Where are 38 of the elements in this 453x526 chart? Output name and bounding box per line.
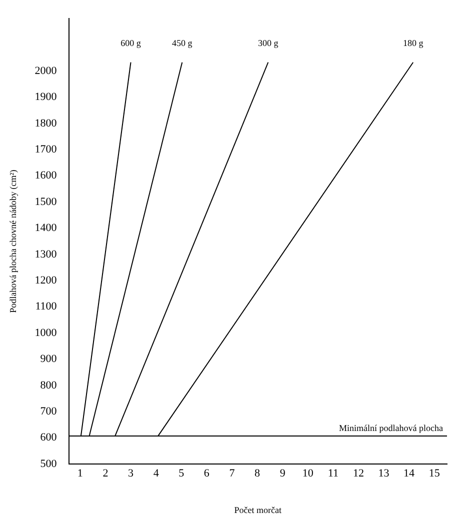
- y-tick-label: 1800: [34, 117, 58, 130]
- y-tick-label: 1600: [34, 170, 58, 182]
- x-tick-label: 7: [229, 467, 236, 480]
- x-tick-label: 15: [428, 467, 440, 480]
- x-tick-label: 11: [328, 467, 338, 480]
- series-label: 450 g: [172, 38, 193, 48]
- y-tick-label: 800: [40, 379, 58, 392]
- x-tick-label: 10: [302, 467, 314, 480]
- y-tick-label: 1000: [34, 326, 58, 339]
- x-tick-label: 13: [378, 467, 390, 480]
- y-tick-label: 600: [40, 432, 58, 444]
- x-tick-label: 6: [204, 467, 210, 480]
- y-tick-label: 1200: [34, 274, 58, 286]
- y-tick-label: 1300: [34, 248, 58, 260]
- x-tick-label: 1: [77, 467, 83, 480]
- y-tick-label: 1700: [34, 143, 58, 156]
- x-tick-label: 14: [404, 467, 416, 480]
- y-tick-label: 700: [40, 405, 58, 418]
- x-tick-label: 8: [254, 467, 261, 480]
- x-tick-label: 2: [102, 467, 108, 480]
- x-axis-title: Počet morčat: [234, 504, 282, 515]
- x-tick-label: 3: [128, 467, 134, 480]
- y-tick-label: 2000: [34, 64, 58, 77]
- y-axis-title: Podlahová plocha chovné nádoby (cm²): [8, 170, 18, 313]
- y-tick-label: 1900: [34, 91, 58, 104]
- series-label: 300 g: [258, 38, 279, 48]
- x-tick-label: 12: [352, 467, 364, 480]
- series-label: 600 g: [120, 38, 142, 48]
- y-tick-label: 500: [40, 458, 58, 470]
- x-tick-label: 4: [153, 467, 160, 480]
- x-tick-label: 5: [178, 467, 185, 480]
- series-label: 180 g: [402, 38, 424, 48]
- y-tick-label: 1100: [35, 300, 58, 313]
- x-tick-label: 9: [280, 467, 286, 480]
- y-tick-label: 900: [40, 353, 58, 366]
- y-tick-label: 1500: [34, 196, 58, 208]
- ref-line-label: Minimální podlahová plocha: [339, 422, 443, 433]
- y-tick-label: 1400: [34, 222, 58, 234]
